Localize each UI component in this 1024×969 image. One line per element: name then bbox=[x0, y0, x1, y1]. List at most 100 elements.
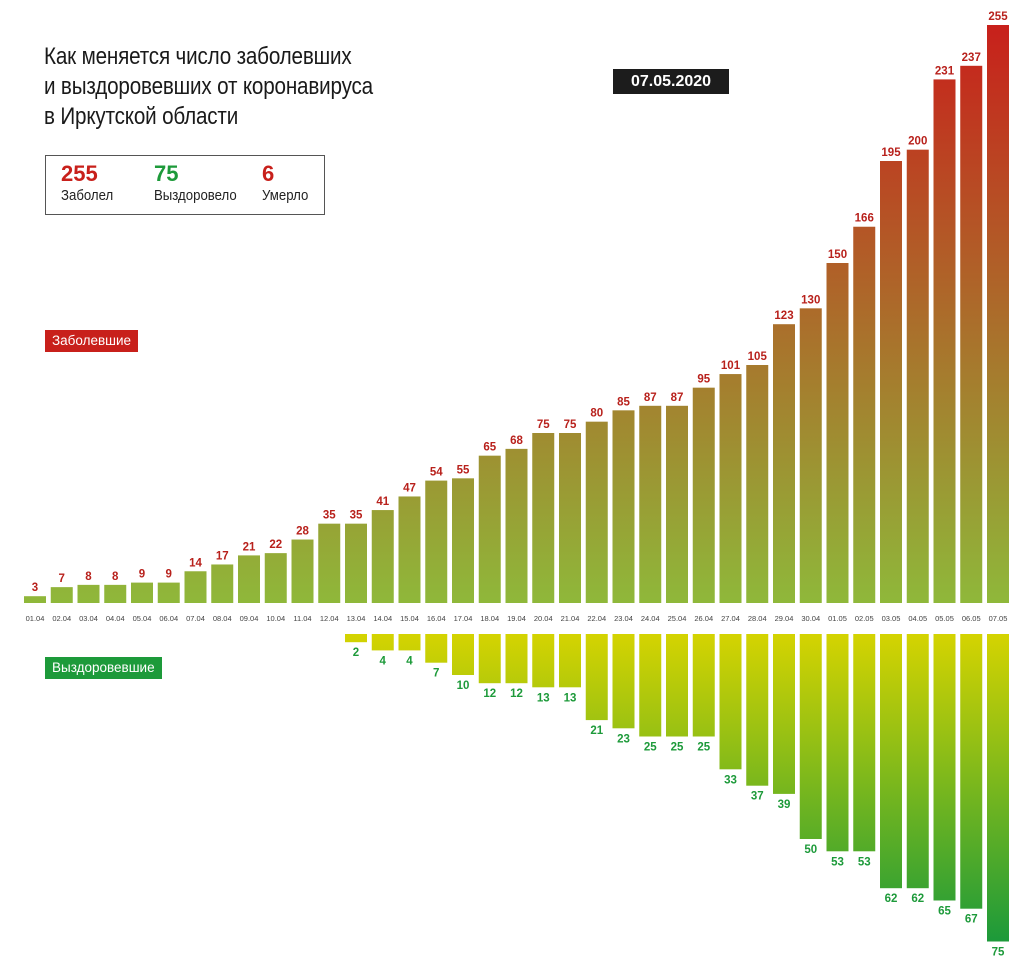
stat-recovered-label: Выздоровело bbox=[154, 187, 237, 204]
cases-bar bbox=[987, 25, 1009, 603]
recovered-value-label: 2 bbox=[353, 647, 359, 659]
cases-bar bbox=[157, 582, 180, 603]
cases-value-label: 200 bbox=[908, 136, 927, 148]
recovered-value-label: 13 bbox=[537, 692, 550, 704]
x-tick-label: 22.04 bbox=[587, 614, 606, 623]
title-line-2: и выздоровевших от коронавируса bbox=[44, 73, 373, 100]
cases-bar bbox=[104, 584, 127, 603]
x-tick-label: 21.04 bbox=[561, 614, 580, 623]
cases-bar bbox=[585, 421, 608, 603]
recovered-bar bbox=[612, 634, 635, 729]
x-tick-label: 07.04 bbox=[186, 614, 205, 623]
cases-value-label: 75 bbox=[564, 419, 577, 431]
recovered-value-label: 10 bbox=[457, 680, 470, 692]
x-tick-label: 06.05 bbox=[962, 614, 981, 623]
recovered-bar bbox=[452, 634, 474, 675]
x-tick-label: 03.05 bbox=[882, 614, 901, 623]
recovered-value-label: 33 bbox=[724, 774, 737, 786]
cases-value-label: 166 bbox=[855, 213, 874, 225]
cases-value-label: 150 bbox=[828, 249, 847, 261]
x-tick-label: 07.05 bbox=[989, 614, 1008, 623]
cases-value-label: 87 bbox=[671, 392, 684, 404]
cases-bar bbox=[50, 587, 73, 603]
cases-bar bbox=[291, 539, 314, 603]
cases-value-label: 123 bbox=[774, 310, 793, 322]
cases-value-label: 68 bbox=[510, 435, 523, 447]
x-tick-label: 09.04 bbox=[240, 614, 259, 623]
recovered-bar bbox=[371, 634, 394, 651]
x-tick-label: 24.04 bbox=[641, 614, 660, 623]
chart-title: Как меняется число заболевших и выздоров… bbox=[44, 42, 373, 132]
stat-recovered: 75 Выздоровело bbox=[154, 162, 248, 206]
cases-bar bbox=[211, 564, 234, 603]
x-tick-label: 23.04 bbox=[614, 614, 633, 623]
recovered-bar bbox=[933, 634, 956, 901]
cases-bar bbox=[933, 79, 956, 603]
recovered-bar bbox=[505, 634, 528, 684]
x-tick-label: 27.04 bbox=[721, 614, 740, 623]
recovered-bar bbox=[853, 634, 876, 852]
recovered-value-label: 21 bbox=[590, 725, 603, 737]
cases-value-label: 195 bbox=[881, 147, 901, 159]
cases-bar bbox=[639, 405, 662, 603]
cases-bar bbox=[666, 405, 688, 603]
recovered-bar bbox=[880, 634, 902, 889]
cases-value-label: 54 bbox=[430, 467, 443, 479]
summary-box: 255 Заболел 75 Выздоровело 6 Умерло bbox=[45, 155, 325, 215]
cases-bar bbox=[318, 523, 341, 603]
cases-value-label: 75 bbox=[537, 419, 550, 431]
recovered-bar bbox=[639, 634, 662, 737]
cases-bar bbox=[853, 226, 876, 603]
x-axis-ticks: 01.04 02.04 03.04 04.04 05.04 06.04 07.04 08.04… bbox=[26, 614, 1008, 623]
cases-bar bbox=[24, 596, 46, 603]
recovered-bar bbox=[666, 634, 688, 737]
recovered-bar bbox=[559, 634, 581, 688]
recovered-value-label: 75 bbox=[992, 947, 1005, 959]
recovered-bar bbox=[478, 634, 501, 684]
cases-value-label: 21 bbox=[243, 541, 256, 553]
cases-bar bbox=[131, 582, 153, 603]
cases-bar bbox=[371, 510, 394, 603]
x-tick-label: 26.04 bbox=[694, 614, 713, 623]
recovered-value-label: 13 bbox=[564, 692, 577, 704]
x-tick-label: 19.04 bbox=[507, 614, 526, 623]
cases-value-label: 35 bbox=[323, 510, 336, 522]
cases-bar bbox=[906, 149, 929, 603]
x-tick-label: 05.05 bbox=[935, 614, 954, 623]
cases-value-label: 41 bbox=[376, 496, 389, 508]
recovered-value-label: 65 bbox=[938, 906, 951, 918]
stat-deaths-value: 6 bbox=[262, 161, 275, 186]
recovered-bar bbox=[532, 634, 555, 688]
recovered-value-label: 4 bbox=[380, 655, 387, 667]
x-tick-label: 28.04 bbox=[748, 614, 767, 623]
cases-bar bbox=[826, 263, 849, 603]
cases-value-label: 9 bbox=[139, 569, 145, 581]
cases-value-label: 101 bbox=[721, 360, 741, 372]
x-tick-label: 12.04 bbox=[320, 614, 339, 623]
recovered-bar bbox=[799, 634, 822, 839]
title-line-3: в Иркутской области bbox=[44, 103, 239, 130]
cases-value-label: 7 bbox=[59, 573, 65, 585]
title-line-1: Как меняется число заболевших bbox=[44, 43, 352, 70]
cases-bar bbox=[77, 584, 100, 603]
recovered-bar bbox=[906, 634, 929, 889]
cases-value-label: 35 bbox=[350, 510, 363, 522]
cases-bar bbox=[692, 387, 715, 603]
x-tick-label: 03.04 bbox=[79, 614, 98, 623]
x-tick-label: 01.04 bbox=[26, 614, 45, 623]
x-tick-label: 02.05 bbox=[855, 614, 874, 623]
cases-value-label: 17 bbox=[216, 550, 229, 562]
date-badge: 07.05.2020 bbox=[613, 69, 729, 94]
x-tick-label: 11.04 bbox=[293, 614, 311, 623]
x-tick-label: 15.04 bbox=[400, 614, 419, 623]
x-tick-label: 05.04 bbox=[133, 614, 152, 623]
cases-value-label: 8 bbox=[85, 571, 92, 583]
cases-value-label: 9 bbox=[166, 569, 172, 581]
x-tick-label: 16.04 bbox=[427, 614, 446, 623]
recovered-value-label: 53 bbox=[858, 856, 871, 868]
recovered-value-label: 62 bbox=[885, 893, 898, 905]
cases-series: 3 7 8 8 9 9 14 17 21 22 28 35 35 41 47 54 55 65 68 75 75 80 85… bbox=[24, 11, 1009, 604]
recovered-bar bbox=[345, 634, 367, 643]
stat-cases-value: 255 bbox=[61, 161, 98, 186]
legend-recovered-tag: Выздоровевшие bbox=[45, 657, 162, 679]
